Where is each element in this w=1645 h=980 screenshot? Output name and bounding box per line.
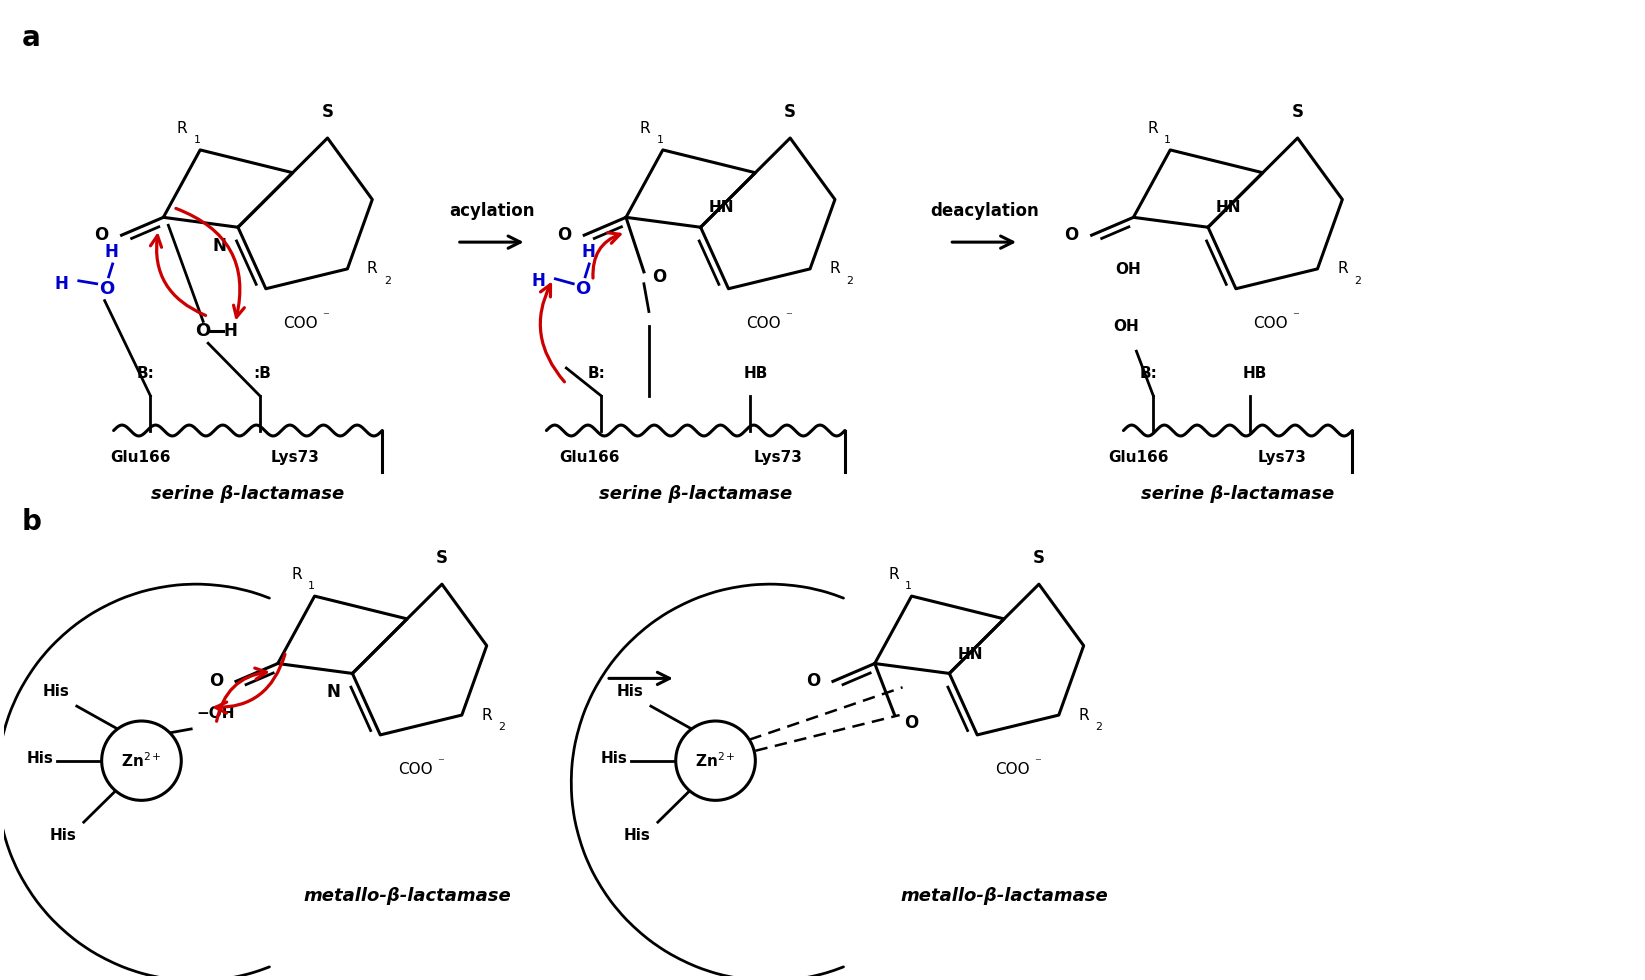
Text: COO: COO xyxy=(1253,316,1288,331)
Text: 2: 2 xyxy=(498,722,505,732)
Text: Lys73: Lys73 xyxy=(753,451,803,465)
Text: OH: OH xyxy=(1114,319,1140,334)
Text: Zn$^{2+}$: Zn$^{2+}$ xyxy=(696,752,735,770)
Text: R: R xyxy=(178,121,188,135)
Text: −OH: −OH xyxy=(196,706,235,721)
Text: B:: B: xyxy=(587,366,605,381)
Text: Lys73: Lys73 xyxy=(270,451,319,465)
Text: 1: 1 xyxy=(905,581,911,591)
Text: B:: B: xyxy=(1140,366,1158,381)
Text: HN: HN xyxy=(709,200,734,216)
Text: S: S xyxy=(1033,550,1045,567)
Text: S: S xyxy=(321,103,334,122)
Text: N: N xyxy=(212,237,225,255)
Text: serine β-lactamase: serine β-lactamase xyxy=(1142,485,1334,503)
Text: H: H xyxy=(224,322,237,340)
Text: Glu166: Glu166 xyxy=(110,451,171,465)
Text: R: R xyxy=(829,262,841,276)
Text: O: O xyxy=(209,672,224,690)
Text: H: H xyxy=(581,243,595,261)
Text: ⁻: ⁻ xyxy=(438,757,444,769)
Text: deacylation: deacylation xyxy=(929,202,1038,220)
Text: His: His xyxy=(26,752,54,766)
Text: 2: 2 xyxy=(383,275,390,286)
Text: ⁻: ⁻ xyxy=(785,310,791,323)
Circle shape xyxy=(676,721,755,801)
Text: metallo-β-lactamase: metallo-β-lactamase xyxy=(900,887,1109,905)
Text: COO: COO xyxy=(283,316,317,331)
Text: His: His xyxy=(49,828,77,843)
Text: His: His xyxy=(623,828,651,843)
Text: serine β-lactamase: serine β-lactamase xyxy=(599,485,793,503)
Text: ⁻: ⁻ xyxy=(1293,310,1300,323)
Text: O: O xyxy=(99,279,114,298)
Text: metallo-β-lactamase: metallo-β-lactamase xyxy=(303,887,512,905)
Text: HB: HB xyxy=(744,366,768,381)
Text: 2: 2 xyxy=(847,275,854,286)
Text: H: H xyxy=(54,274,69,293)
Text: 1: 1 xyxy=(194,135,201,145)
Text: R: R xyxy=(367,262,378,276)
Text: :B: :B xyxy=(253,366,271,381)
Text: 1: 1 xyxy=(308,581,316,591)
Text: COO: COO xyxy=(995,762,1030,777)
Text: ⁻: ⁻ xyxy=(1035,757,1041,769)
Text: acylation: acylation xyxy=(449,202,535,220)
Text: Glu166: Glu166 xyxy=(1109,451,1168,465)
Text: 1: 1 xyxy=(1163,135,1171,145)
Text: S: S xyxy=(436,550,447,567)
Text: S: S xyxy=(785,103,796,122)
Text: Lys73: Lys73 xyxy=(1257,451,1306,465)
Text: R: R xyxy=(1147,121,1158,135)
Text: Glu166: Glu166 xyxy=(559,451,620,465)
Text: R: R xyxy=(291,566,303,582)
Text: serine β-lactamase: serine β-lactamase xyxy=(151,485,344,503)
Text: R: R xyxy=(888,566,898,582)
Text: COO: COO xyxy=(745,316,781,331)
Text: O: O xyxy=(196,322,211,340)
Text: O: O xyxy=(651,268,666,286)
Text: H: H xyxy=(105,243,118,261)
Text: R: R xyxy=(482,708,492,722)
Text: O: O xyxy=(1064,226,1079,244)
Text: COO: COO xyxy=(398,762,433,777)
Text: 2: 2 xyxy=(1354,275,1360,286)
Text: b: b xyxy=(21,508,43,536)
Text: His: His xyxy=(617,684,643,699)
Text: H: H xyxy=(531,271,546,290)
Text: O: O xyxy=(558,226,571,244)
Text: R: R xyxy=(640,121,650,135)
Text: a: a xyxy=(21,24,41,52)
Text: ⁻: ⁻ xyxy=(322,310,329,323)
Text: HN: HN xyxy=(957,647,982,662)
Text: Zn$^{2+}$: Zn$^{2+}$ xyxy=(122,752,161,770)
Text: R: R xyxy=(1337,262,1347,276)
Text: O: O xyxy=(905,714,920,732)
Text: O: O xyxy=(94,226,109,244)
Text: 1: 1 xyxy=(656,135,663,145)
Text: His: His xyxy=(600,752,628,766)
Text: HN: HN xyxy=(1216,200,1242,216)
Text: N: N xyxy=(327,683,341,702)
Text: HB: HB xyxy=(1242,366,1267,381)
Circle shape xyxy=(102,721,181,801)
Text: O: O xyxy=(576,279,591,298)
Text: O: O xyxy=(806,672,819,690)
Text: S: S xyxy=(1291,103,1303,122)
Text: R: R xyxy=(1079,708,1089,722)
Text: His: His xyxy=(43,684,69,699)
Text: B:: B: xyxy=(137,366,155,381)
Text: 2: 2 xyxy=(1096,722,1102,732)
Text: OH: OH xyxy=(1115,262,1142,277)
